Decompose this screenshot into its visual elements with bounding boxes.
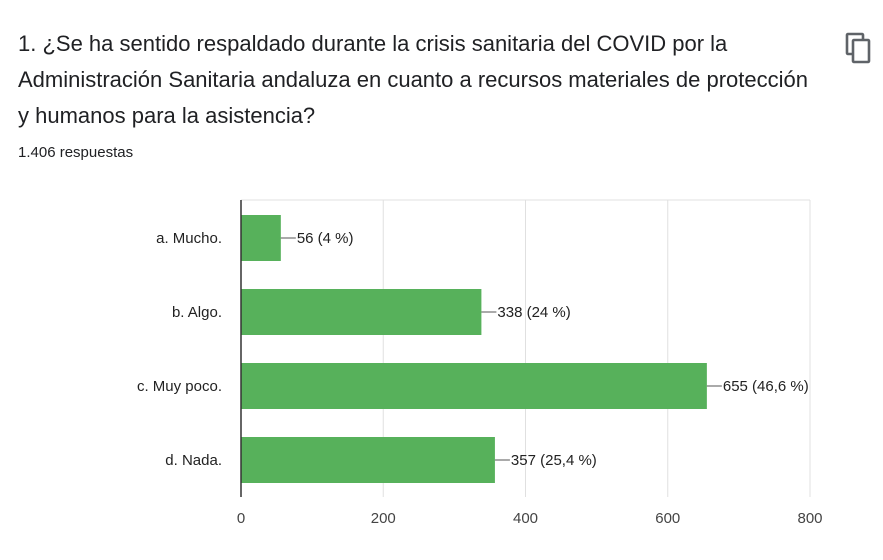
bar bbox=[241, 289, 482, 335]
data-label: 655 (46,6 %) bbox=[723, 378, 809, 395]
x-tick-label: 200 bbox=[371, 510, 396, 527]
x-tick-label: 800 bbox=[797, 510, 822, 527]
copy-chart-button[interactable] bbox=[844, 32, 874, 66]
bar bbox=[241, 437, 495, 483]
question-title: 1. ¿Se ha sentido respaldado durante la … bbox=[18, 31, 808, 128]
bar bbox=[241, 215, 281, 261]
data-label: 56 (4 %) bbox=[297, 230, 354, 247]
category-label: d. Nada. bbox=[165, 452, 222, 469]
data-label: 357 (25,4 %) bbox=[511, 452, 597, 469]
grid-lines bbox=[241, 199, 811, 497]
labels: 0 200 400 600 800 56 (4 %) a. Mucho. 338 (24 %)… bbox=[137, 200, 823, 527]
copy-icon bbox=[845, 32, 871, 64]
bars bbox=[241, 215, 722, 483]
data-label: 338 (24 %) bbox=[497, 304, 570, 321]
x-tick-label: 600 bbox=[655, 510, 680, 527]
bar bbox=[241, 363, 707, 409]
category-label: a. Mucho. bbox=[156, 230, 222, 247]
category-label: b. Algo. bbox=[172, 304, 222, 321]
x-tick-label: 400 bbox=[513, 510, 538, 527]
category-label: c. Muy poco. bbox=[137, 378, 222, 395]
x-tick-label: 0 bbox=[237, 510, 245, 527]
response-count: 1.406 respuestas bbox=[18, 144, 134, 161]
